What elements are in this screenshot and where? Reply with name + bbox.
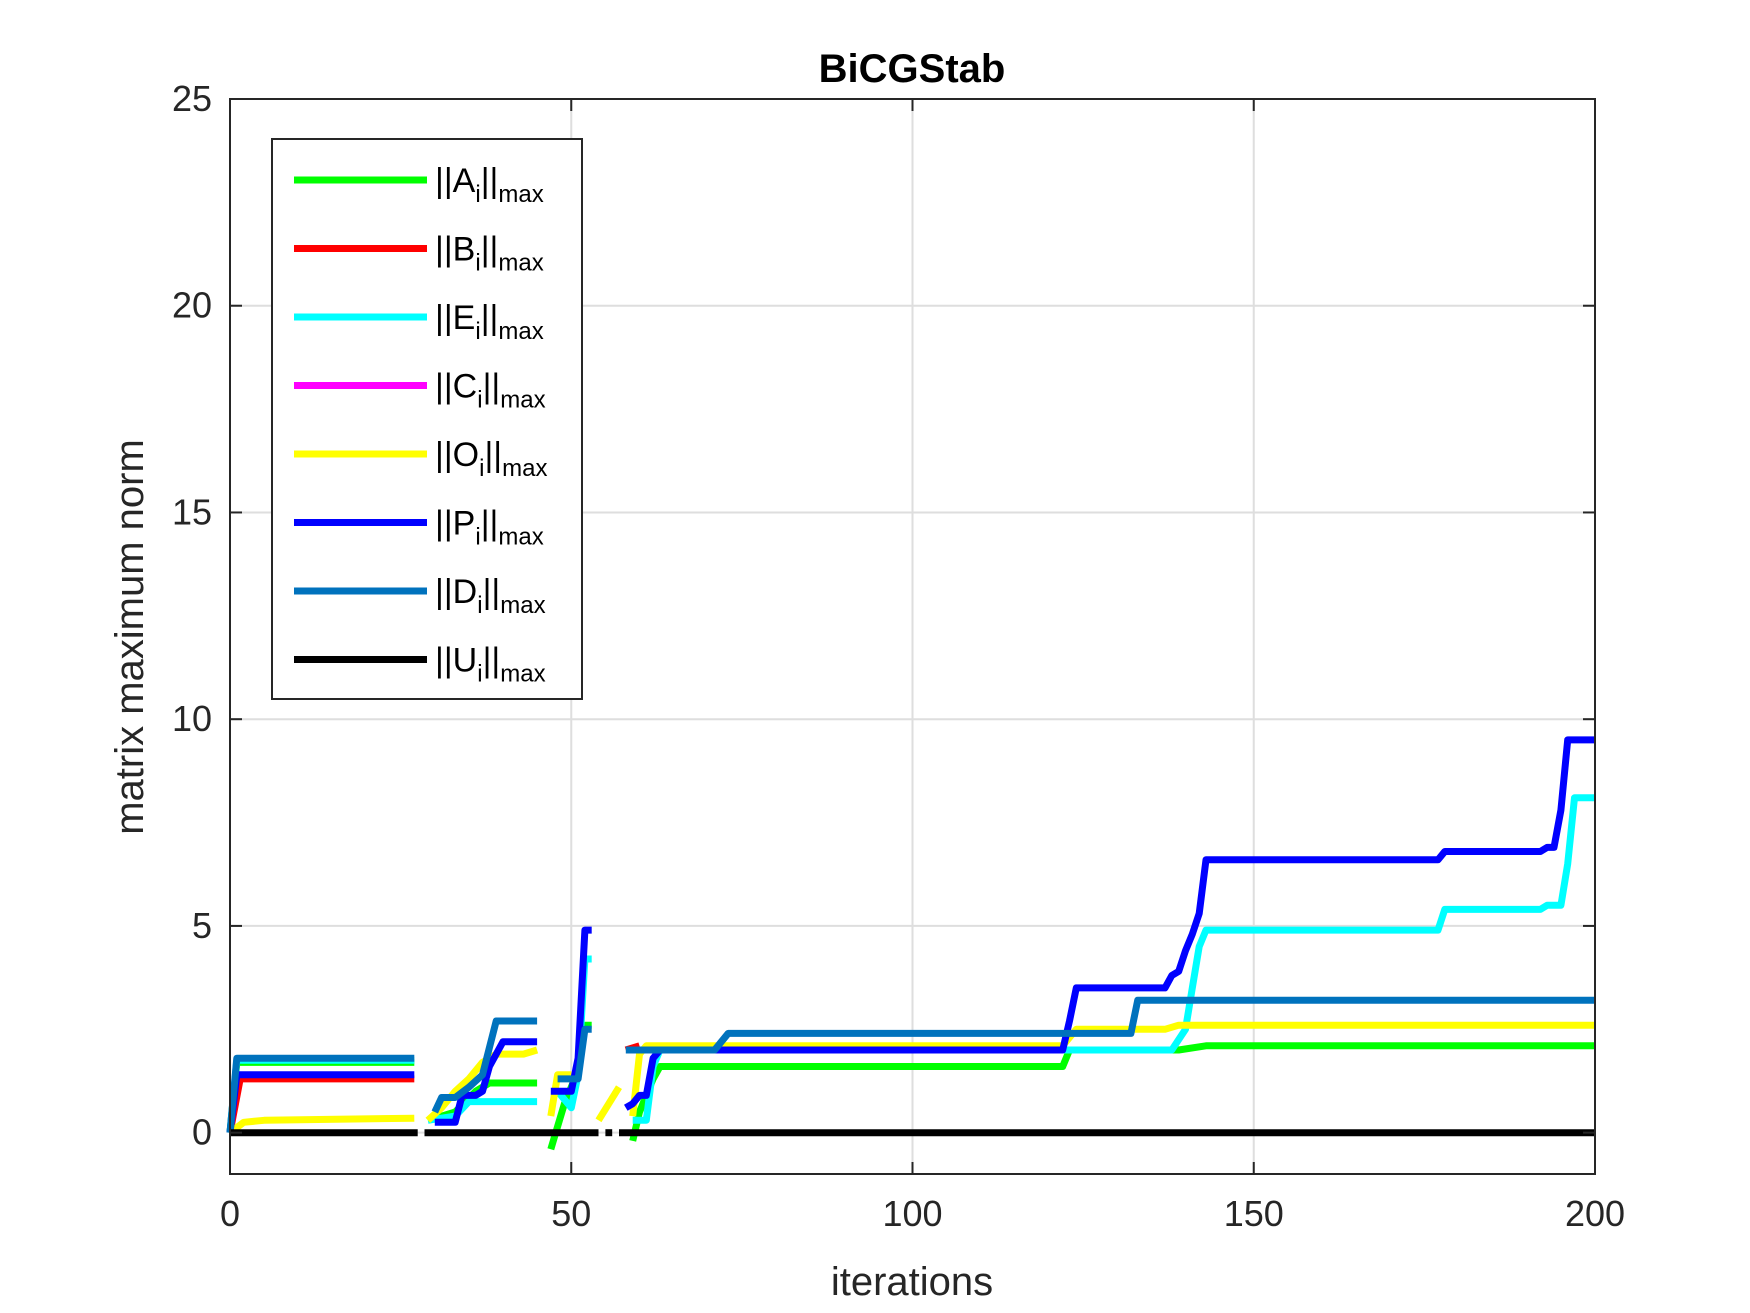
series-D-line-3: [625, 996, 1595, 1054]
legend-item-E: ||Ei||max: [294, 299, 544, 345]
y-tick-label-2: 10: [172, 698, 212, 739]
x-tick-label-4: 200: [1565, 1193, 1625, 1234]
legend-label-O: ||Oi||max: [435, 436, 547, 482]
x-tick-label-0: 0: [220, 1193, 240, 1234]
legend-item-D: ||Di||max: [294, 573, 546, 619]
series-P-line-3: [624, 736, 1595, 1111]
y-axis-title: matrix maximum norm: [108, 439, 152, 835]
x-tick-label-1: 50: [551, 1193, 591, 1234]
x-tick-label-2: 100: [882, 1193, 942, 1234]
series-D-line-2: [557, 1025, 592, 1083]
axes: [229, 98, 1596, 1175]
legend-item-C: ||Ci||max: [294, 368, 546, 414]
legend-label-A: ||Ai||max: [435, 162, 544, 208]
series-D: [226, 996, 1595, 1134]
legend-label-C: ||Ci||max: [435, 368, 546, 414]
series-P-line-1: [434, 1038, 538, 1126]
series-O-line-1: [425, 1046, 539, 1123]
series-O-line-0: [227, 1114, 415, 1136]
series-D-line-0: [226, 1054, 415, 1134]
y-tick-label-1: 5: [192, 905, 212, 946]
legend-label-P: ||Pi||max: [435, 505, 544, 551]
series-D-line-1: [431, 1017, 538, 1114]
series-O-line-2: [547, 1071, 572, 1117]
y-tick-label-3: 15: [172, 491, 212, 532]
legend-item-A: ||Ai||max: [294, 162, 544, 208]
legend-item-B: ||Bi||max: [294, 231, 544, 277]
series-layer: [226, 736, 1595, 1151]
legend-box: [271, 138, 583, 700]
chart-title: BiCGStab: [819, 47, 1006, 91]
legend-item-O: ||Oi||max: [294, 436, 547, 482]
legend-label-B: ||Bi||max: [435, 231, 544, 277]
legend-label-E: ||Ei||max: [435, 299, 544, 345]
legend-label-D: ||Di||max: [435, 573, 546, 619]
series-O-line-3: [595, 1085, 622, 1123]
y-tick-label-5: 25: [172, 78, 212, 119]
legend: ||Ai||max ||Bi||max ||Ei||max ||Ci||max ||Oi…: [271, 138, 583, 700]
y-tick-label-4: 20: [172, 285, 212, 326]
tick-labels: 0 50 100 150 200 0 5 10 15 20 25: [172, 78, 1625, 1234]
legend-label-U: ||Ui||max: [435, 642, 546, 688]
x-tick-label-3: 150: [1224, 1193, 1284, 1234]
legend-item-P: ||Pi||max: [294, 505, 544, 551]
y-tick-label-0: 0: [192, 1112, 212, 1153]
series-A-line-3: [629, 1042, 1595, 1142]
legend-item-U: ||Ui||max: [294, 642, 546, 688]
x-axis-title: iterations: [831, 1260, 993, 1304]
